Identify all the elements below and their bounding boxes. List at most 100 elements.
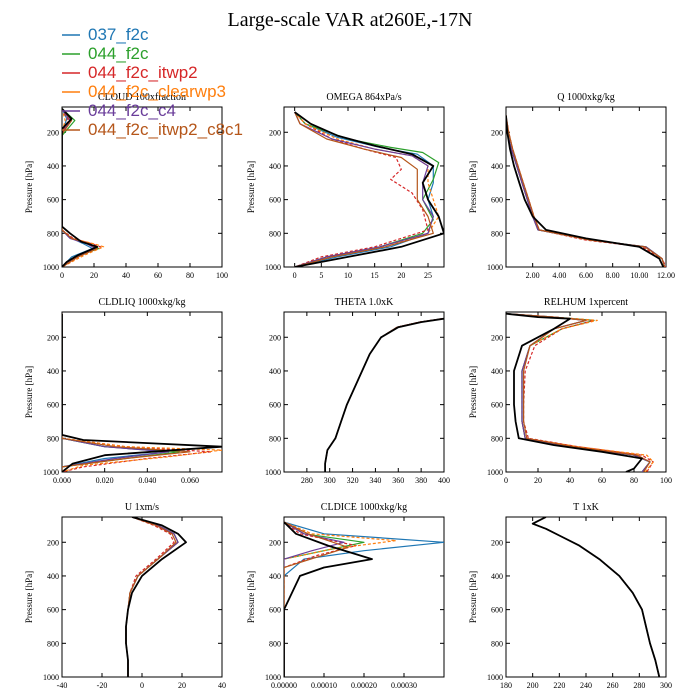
panel-title: RELHUM 1xpercent xyxy=(544,297,628,308)
x-tick-label: 5 xyxy=(319,271,323,280)
x-tick-label: 0.000 xyxy=(53,476,71,485)
x-tick-label: 0 xyxy=(293,271,297,280)
series-line-obs xyxy=(531,517,661,677)
y-tick-label: 800 xyxy=(491,229,503,238)
y-tick-label: 1000 xyxy=(265,468,281,477)
y-tick-label: 400 xyxy=(491,162,503,171)
x-tick-label: 300 xyxy=(660,681,672,690)
x-tick-label: 400 xyxy=(438,476,450,485)
x-tick-label: 360 xyxy=(392,476,404,485)
series-line-044-f2c-c4 xyxy=(506,115,666,267)
x-tick-label: 4.00 xyxy=(552,271,566,280)
x-tick-label: 200 xyxy=(527,681,539,690)
series-line-044-f2c-c4 xyxy=(284,521,345,677)
panel-title: U 1xm/s xyxy=(125,502,159,513)
y-axis-label: Pressure [hPa] xyxy=(468,571,478,623)
x-tick-label: -20 xyxy=(97,681,108,690)
series-line-044-f2c-itwp2-c8c1 xyxy=(62,313,191,472)
y-tick-label: 400 xyxy=(47,162,59,171)
x-tick-label: 20 xyxy=(397,271,405,280)
x-tick-label: 380 xyxy=(415,476,427,485)
series-line-044-f2c-clearwp3 xyxy=(506,313,654,472)
x-tick-label: 280 xyxy=(301,476,313,485)
y-tick-label: 800 xyxy=(47,434,59,443)
y-axis-label: Pressure [hPa] xyxy=(246,571,256,623)
x-tick-label: 12.00 xyxy=(657,271,675,280)
x-tick-label: 40 xyxy=(122,271,130,280)
series-line-044-f2c-c4 xyxy=(62,108,97,267)
y-axis-label: Pressure [hPa] xyxy=(24,161,34,213)
y-axis-label: Pressure [hPa] xyxy=(24,366,34,418)
series-line-044-f2c-itwp2 xyxy=(324,318,442,472)
y-axis-label: Pressure [hPa] xyxy=(246,161,256,213)
legend-label: 044_f2c xyxy=(88,44,149,63)
y-tick-label: 600 xyxy=(269,196,281,205)
y-axis-label: Pressure [hPa] xyxy=(24,571,34,623)
y-tick-label: 400 xyxy=(47,367,59,376)
panel-title: CLOUD 100xfraction xyxy=(98,92,186,103)
x-tick-label: 0.060 xyxy=(181,476,199,485)
series-line-044-f2c xyxy=(125,517,179,677)
figure-title: Large-scale VAR at260E,-17N xyxy=(228,9,473,31)
series-line-037-f2c xyxy=(284,521,444,677)
x-tick-label: 2.00 xyxy=(526,271,540,280)
x-tick-label: 40 xyxy=(566,476,574,485)
panel-7: CLDICE 1000xkg/kg Pressure [hPa] 200 400 600… xyxy=(246,502,445,690)
x-tick-label: 15 xyxy=(371,271,379,280)
series-line-044-f2c-clearwp3 xyxy=(324,318,443,472)
series-line-044-f2c-itwp2-c8c1 xyxy=(125,517,177,677)
series-line-044-f2c-clearwp3 xyxy=(62,108,105,267)
y-tick-label: 400 xyxy=(269,367,281,376)
series-line-044-f2c-c4 xyxy=(62,313,170,472)
plot-frame xyxy=(283,311,445,473)
plot-frame xyxy=(505,106,667,268)
y-tick-label: 600 xyxy=(491,196,503,205)
y-tick-label: 600 xyxy=(269,401,281,410)
y-tick-label: 600 xyxy=(491,606,503,615)
y-tick-label: 1000 xyxy=(43,468,59,477)
series-line-044-f2c-itwp2-c8c1 xyxy=(62,108,98,267)
x-tick-label: 100 xyxy=(216,271,228,280)
y-tick-label: 200 xyxy=(47,333,59,342)
legend-label: 044_f2c_c4 xyxy=(88,101,176,120)
x-tick-label: 8.00 xyxy=(606,271,620,280)
y-tick-label: 1000 xyxy=(487,263,503,272)
x-tick-label: 60 xyxy=(598,476,606,485)
y-tick-label: 1000 xyxy=(265,263,281,272)
y-tick-label: 1000 xyxy=(487,673,503,682)
x-tick-label: 0.00020 xyxy=(351,681,377,690)
x-tick-label: 300 xyxy=(324,476,336,485)
y-tick-label: 400 xyxy=(269,572,281,581)
y-tick-label: 1000 xyxy=(43,673,59,682)
y-tick-label: 600 xyxy=(47,196,59,205)
x-tick-label: 20 xyxy=(90,271,98,280)
series-line-044-f2c-itwp2-c8c1 xyxy=(506,313,651,472)
x-tick-label: 60 xyxy=(154,271,162,280)
x-tick-label: 0.00030 xyxy=(391,681,417,690)
legend-label: 037_f2c xyxy=(88,25,149,44)
x-tick-label: 80 xyxy=(630,476,638,485)
y-tick-label: 400 xyxy=(491,572,503,581)
series-line-obs xyxy=(62,108,99,267)
series-line-044-f2c xyxy=(284,521,365,677)
x-tick-label: 0.020 xyxy=(96,476,114,485)
x-tick-label: 40 xyxy=(218,681,226,690)
series-line-044-f2c-itwp2-c8c1 xyxy=(324,318,443,472)
y-axis-label: Pressure [hPa] xyxy=(468,366,478,418)
panel-2: Q 1000xkg/kg Pressure [hPa] 200 400 600 800 10… xyxy=(468,92,675,280)
series-line-044-f2c-itwp2 xyxy=(284,521,357,677)
panel-title: OMEGA 864xPa/s xyxy=(326,92,401,103)
x-tick-label: 10 xyxy=(344,271,352,280)
x-tick-label: 0.040 xyxy=(138,476,156,485)
y-tick-label: 200 xyxy=(269,538,281,547)
series-line-044-f2c-itwp2 xyxy=(506,115,666,267)
x-tick-label: 6.00 xyxy=(579,271,593,280)
y-tick-label: 600 xyxy=(47,606,59,615)
x-tick-label: 20 xyxy=(534,476,542,485)
x-tick-label: 0.00010 xyxy=(311,681,337,690)
x-tick-label: 100 xyxy=(660,476,672,485)
